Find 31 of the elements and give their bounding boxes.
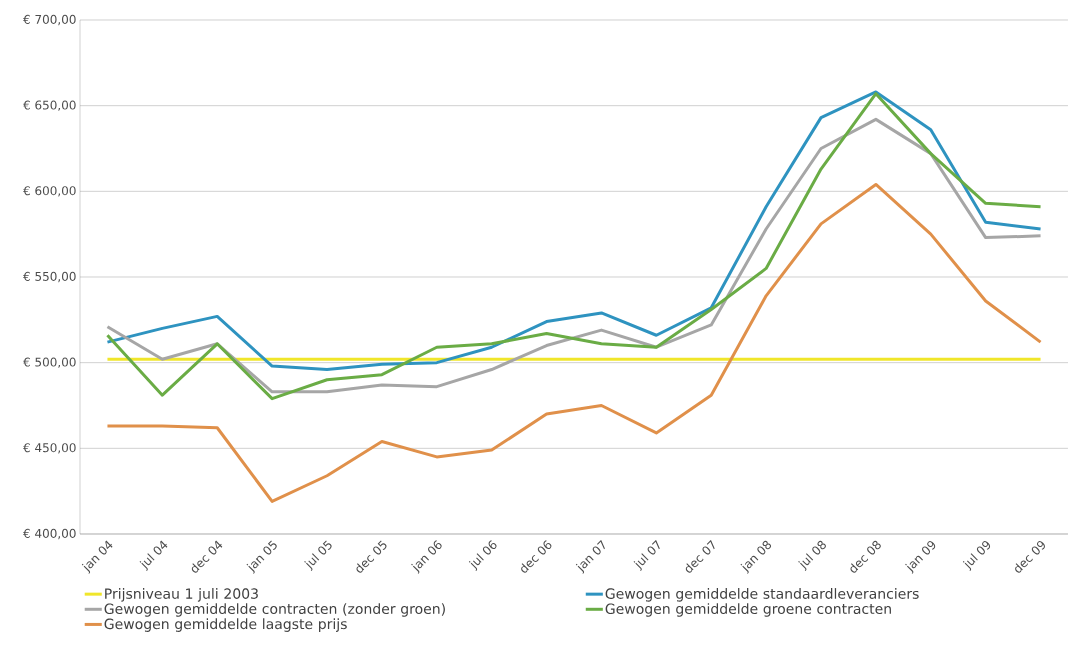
x-tick-label: dec 07	[685, 539, 715, 573]
x-tick-label: jan 05	[246, 540, 277, 574]
x-tick-label: jul 04	[139, 540, 168, 571]
legend-label: Gewogen gemiddelde groene contracten	[605, 603, 891, 617]
x-tick-label: jul 09	[962, 541, 991, 571]
y-tick-label: € 550,00	[23, 271, 76, 283]
y-tick-label: € 500,00	[23, 357, 76, 368]
x-tick-label: dec 09	[1015, 541, 1045, 573]
legend-label: Prijsniveau 1 juli 2003	[105, 588, 258, 602]
x-tick-label: jul 06	[468, 540, 497, 571]
x-tick-label: dec 05	[356, 540, 387, 573]
x-tick-label: jan 09	[905, 541, 936, 574]
line-series	[105, 182, 1043, 503]
x-tick-label: jul 08	[798, 540, 826, 571]
legend-label: Gewogen gemiddelde contracten (zonder groen)	[104, 603, 445, 617]
y-tick-label: € 450,00	[23, 443, 76, 454]
x-tick-label: dec 04	[191, 540, 223, 573]
y-tick-label: € 600,00	[23, 186, 76, 197]
legend-label: Gewogen gemiddelde standaardleveranciers	[605, 588, 919, 602]
x-tick-label: jan 07	[575, 539, 605, 574]
x-tick-label: jan 06	[411, 540, 442, 574]
x-tick-label: jan 04	[81, 540, 113, 574]
y-tick-label: € 400,00	[23, 528, 76, 540]
y-tick-label: € 650,00	[23, 100, 76, 111]
y-tick-label: € 700,00	[23, 14, 76, 26]
legend-label: Gewogen gemiddelde laagste prijs	[104, 618, 347, 632]
x-tick-label: dec 06	[521, 540, 552, 573]
x-tick-label: jul 05	[304, 540, 332, 571]
x-tick-label: jul 07	[633, 539, 660, 571]
x-tick-label: jan 08	[740, 540, 772, 574]
x-tick-label: dec 08	[850, 540, 881, 573]
